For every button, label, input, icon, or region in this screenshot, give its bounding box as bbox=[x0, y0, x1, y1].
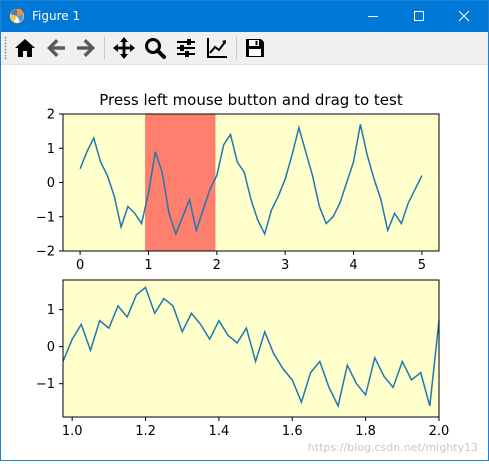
y-tick-label: 1 bbox=[47, 142, 55, 157]
x-tick-label: 1.6 bbox=[282, 424, 303, 439]
edit-axes-button[interactable] bbox=[205, 36, 229, 60]
minimize-button[interactable] bbox=[351, 1, 397, 32]
watermark-text: https://blog.csdn.net/mighty13 bbox=[307, 441, 478, 454]
move-icon bbox=[113, 37, 135, 59]
line-chart-icon bbox=[207, 38, 227, 58]
y-tick-label: 1 bbox=[47, 303, 55, 318]
maximize-button[interactable] bbox=[397, 1, 443, 32]
close-icon bbox=[459, 11, 470, 22]
floppy-disk-icon bbox=[246, 39, 264, 57]
back-arrow-icon bbox=[47, 39, 65, 57]
bottom-x-ticks: 1.0 1.2 1.4 1.6 1.8 2.0 bbox=[62, 417, 450, 439]
y-tick-label: −2 bbox=[36, 245, 55, 260]
top-y-ticks: 2 1 0 −1 −2 bbox=[36, 108, 63, 260]
forward-arrow-icon bbox=[77, 39, 95, 57]
home-icon bbox=[15, 39, 35, 57]
chart-title: Press left mouse button and drag to test bbox=[99, 91, 403, 109]
save-button[interactable] bbox=[243, 36, 267, 60]
x-tick-label: 1.0 bbox=[62, 424, 83, 439]
x-tick-label: 1.8 bbox=[355, 424, 376, 439]
x-tick-label: 2 bbox=[213, 258, 221, 273]
y-tick-label: 0 bbox=[47, 176, 55, 191]
maximize-icon bbox=[414, 11, 424, 21]
x-tick-label: 1.4 bbox=[209, 424, 230, 439]
x-tick-label: 1.2 bbox=[135, 424, 156, 439]
zoomed-signal-line bbox=[62, 286, 440, 409]
matplotlib-logo-icon bbox=[9, 8, 25, 24]
sliders-icon bbox=[177, 39, 195, 57]
x-tick-label: 2.0 bbox=[429, 424, 450, 439]
close-button[interactable] bbox=[442, 1, 488, 32]
bottom-axes[interactable]: 1.0 1.2 1.4 1.6 1.8 2.0 1 0 −1 bbox=[36, 279, 450, 439]
x-tick-label: 0 bbox=[76, 258, 84, 273]
x-tick-label: 1 bbox=[144, 258, 152, 273]
forward-button[interactable] bbox=[74, 36, 98, 60]
home-button[interactable] bbox=[13, 36, 37, 60]
zoom-button[interactable] bbox=[143, 36, 167, 60]
title-bar[interactable]: Figure 1 bbox=[1, 1, 488, 32]
y-tick-label: 0 bbox=[47, 340, 55, 355]
magnifier-icon bbox=[145, 38, 166, 59]
x-tick-label: 5 bbox=[418, 258, 426, 273]
toolbar-grip[interactable] bbox=[4, 36, 7, 60]
window-title: Figure 1 bbox=[32, 9, 81, 23]
y-tick-label: −1 bbox=[36, 210, 55, 225]
y-tick-label: −1 bbox=[36, 377, 55, 392]
bottom-axes-frame bbox=[62, 279, 440, 418]
bottom-y-ticks: 1 0 −1 bbox=[36, 303, 63, 392]
bottom-axes-background bbox=[63, 280, 439, 417]
y-tick-label: 2 bbox=[47, 108, 55, 123]
back-button[interactable] bbox=[44, 36, 68, 60]
selection-span bbox=[145, 114, 216, 251]
top-x-ticks: 0 1 2 3 4 5 bbox=[76, 251, 426, 273]
top-axes[interactable]: Press left mouse button and drag to test… bbox=[36, 91, 440, 273]
navigation-toolbar bbox=[1, 32, 488, 65]
minimize-icon bbox=[368, 16, 378, 17]
x-tick-label: 3 bbox=[281, 258, 289, 273]
figure-canvas[interactable]: Press left mouse button and drag to test… bbox=[1, 65, 488, 460]
top-signal-line bbox=[79, 124, 423, 237]
configure-subplots-button[interactable] bbox=[174, 36, 198, 60]
x-tick-label: 4 bbox=[349, 258, 357, 273]
top-axes-background bbox=[63, 114, 439, 251]
toolbar-separator bbox=[236, 37, 237, 59]
pan-button[interactable] bbox=[112, 36, 136, 60]
figure-svg[interactable]: Press left mouse button and drag to test… bbox=[1, 65, 488, 460]
toolbar-separator bbox=[104, 37, 105, 59]
